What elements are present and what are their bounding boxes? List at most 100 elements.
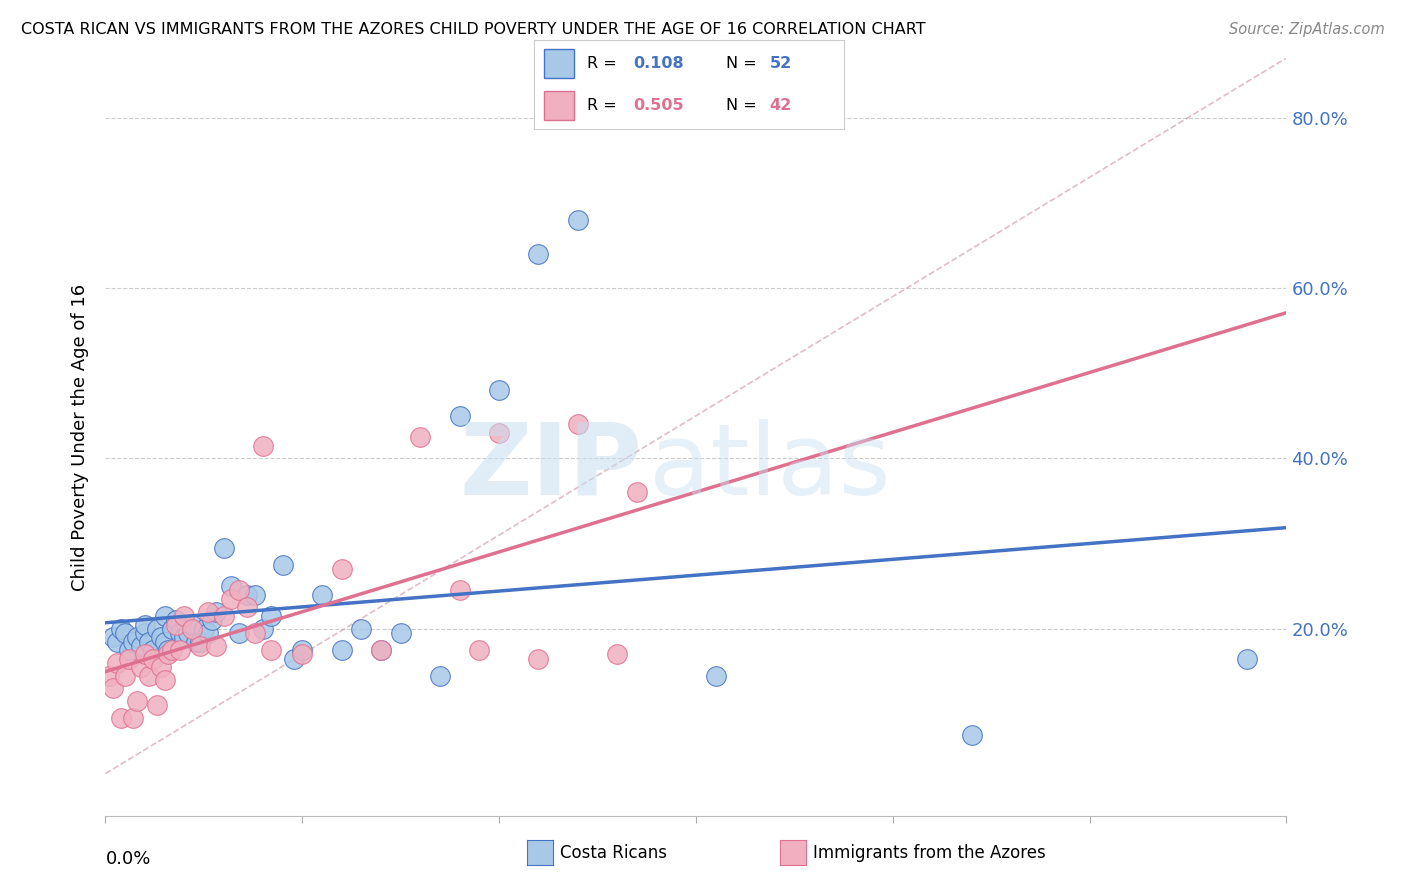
Point: [118, 643, 141, 657]
Point: [449, 583, 471, 598]
Point: [527, 247, 550, 261]
Text: Immigrants from the Azores: Immigrants from the Azores: [813, 844, 1046, 862]
Text: N =: N =: [725, 56, 762, 70]
Point: [142, 651, 165, 665]
Point: [105, 634, 128, 648]
Text: 0.505: 0.505: [633, 98, 683, 112]
Point: [271, 558, 294, 572]
Point: [169, 626, 191, 640]
Point: [125, 694, 148, 708]
Point: [228, 626, 250, 640]
Point: [114, 668, 136, 682]
Point: [162, 643, 184, 657]
Point: [193, 622, 215, 636]
Point: [567, 212, 589, 227]
Point: [149, 660, 172, 674]
Point: [129, 660, 152, 674]
Point: [169, 643, 191, 657]
Point: [236, 588, 259, 602]
Point: [197, 626, 219, 640]
Point: [181, 622, 204, 636]
Point: [129, 639, 152, 653]
Text: Source: ZipAtlas.com: Source: ZipAtlas.com: [1229, 22, 1385, 37]
Point: [153, 673, 176, 687]
Point: [142, 643, 165, 657]
Point: [488, 383, 510, 397]
Point: [228, 583, 250, 598]
Text: 42: 42: [769, 98, 792, 112]
Point: [291, 643, 314, 657]
Point: [125, 630, 148, 644]
Point: [243, 626, 266, 640]
Point: [221, 591, 243, 606]
Point: [153, 609, 176, 624]
Point: [138, 634, 160, 648]
Point: [221, 579, 243, 593]
Point: [105, 656, 128, 670]
Point: [283, 651, 305, 665]
Point: [204, 605, 226, 619]
Point: [149, 630, 172, 644]
Text: R =: R =: [586, 56, 621, 70]
Point: [488, 425, 510, 440]
Point: [212, 541, 235, 555]
Point: [122, 711, 145, 725]
Point: [409, 430, 432, 444]
Point: [389, 626, 412, 640]
Point: [212, 609, 235, 624]
Point: [184, 634, 207, 648]
Y-axis label: Child Poverty Under the Age of 16: Child Poverty Under the Age of 16: [70, 284, 89, 591]
Point: [188, 639, 211, 653]
Point: [370, 643, 392, 657]
Point: [201, 613, 224, 627]
Text: R =: R =: [586, 98, 621, 112]
Text: 52: 52: [769, 56, 792, 70]
Text: atlas: atlas: [648, 419, 890, 516]
Point: [236, 600, 259, 615]
Text: Costa Ricans: Costa Ricans: [560, 844, 666, 862]
Point: [330, 643, 353, 657]
Point: [110, 711, 132, 725]
Point: [370, 643, 392, 657]
Point: [567, 417, 589, 432]
Point: [252, 439, 274, 453]
Point: [1236, 651, 1258, 665]
Point: [311, 588, 333, 602]
Point: [122, 634, 145, 648]
Point: [704, 668, 727, 682]
Point: [165, 617, 187, 632]
Point: [468, 643, 491, 657]
Point: [98, 668, 121, 682]
Text: 0.108: 0.108: [633, 56, 683, 70]
Point: [145, 698, 167, 713]
Point: [153, 634, 176, 648]
Point: [110, 622, 132, 636]
Point: [165, 613, 187, 627]
Point: [173, 609, 195, 624]
Point: [118, 651, 141, 665]
Point: [162, 622, 184, 636]
Point: [103, 630, 125, 644]
Point: [114, 626, 136, 640]
Point: [134, 617, 156, 632]
Point: [606, 648, 628, 662]
Point: [330, 562, 353, 576]
Point: [527, 651, 550, 665]
Point: [204, 639, 226, 653]
Point: [134, 626, 156, 640]
Point: [260, 609, 283, 624]
Point: [134, 648, 156, 662]
Point: [960, 728, 983, 742]
Point: [173, 630, 195, 644]
Point: [429, 668, 451, 682]
FancyBboxPatch shape: [544, 49, 575, 78]
Point: [177, 626, 200, 640]
Point: [181, 617, 204, 632]
Point: [243, 588, 266, 602]
Point: [252, 622, 274, 636]
Point: [138, 668, 160, 682]
Point: [626, 485, 648, 500]
Point: [157, 643, 180, 657]
Text: ZIP: ZIP: [460, 419, 643, 516]
Point: [197, 605, 219, 619]
